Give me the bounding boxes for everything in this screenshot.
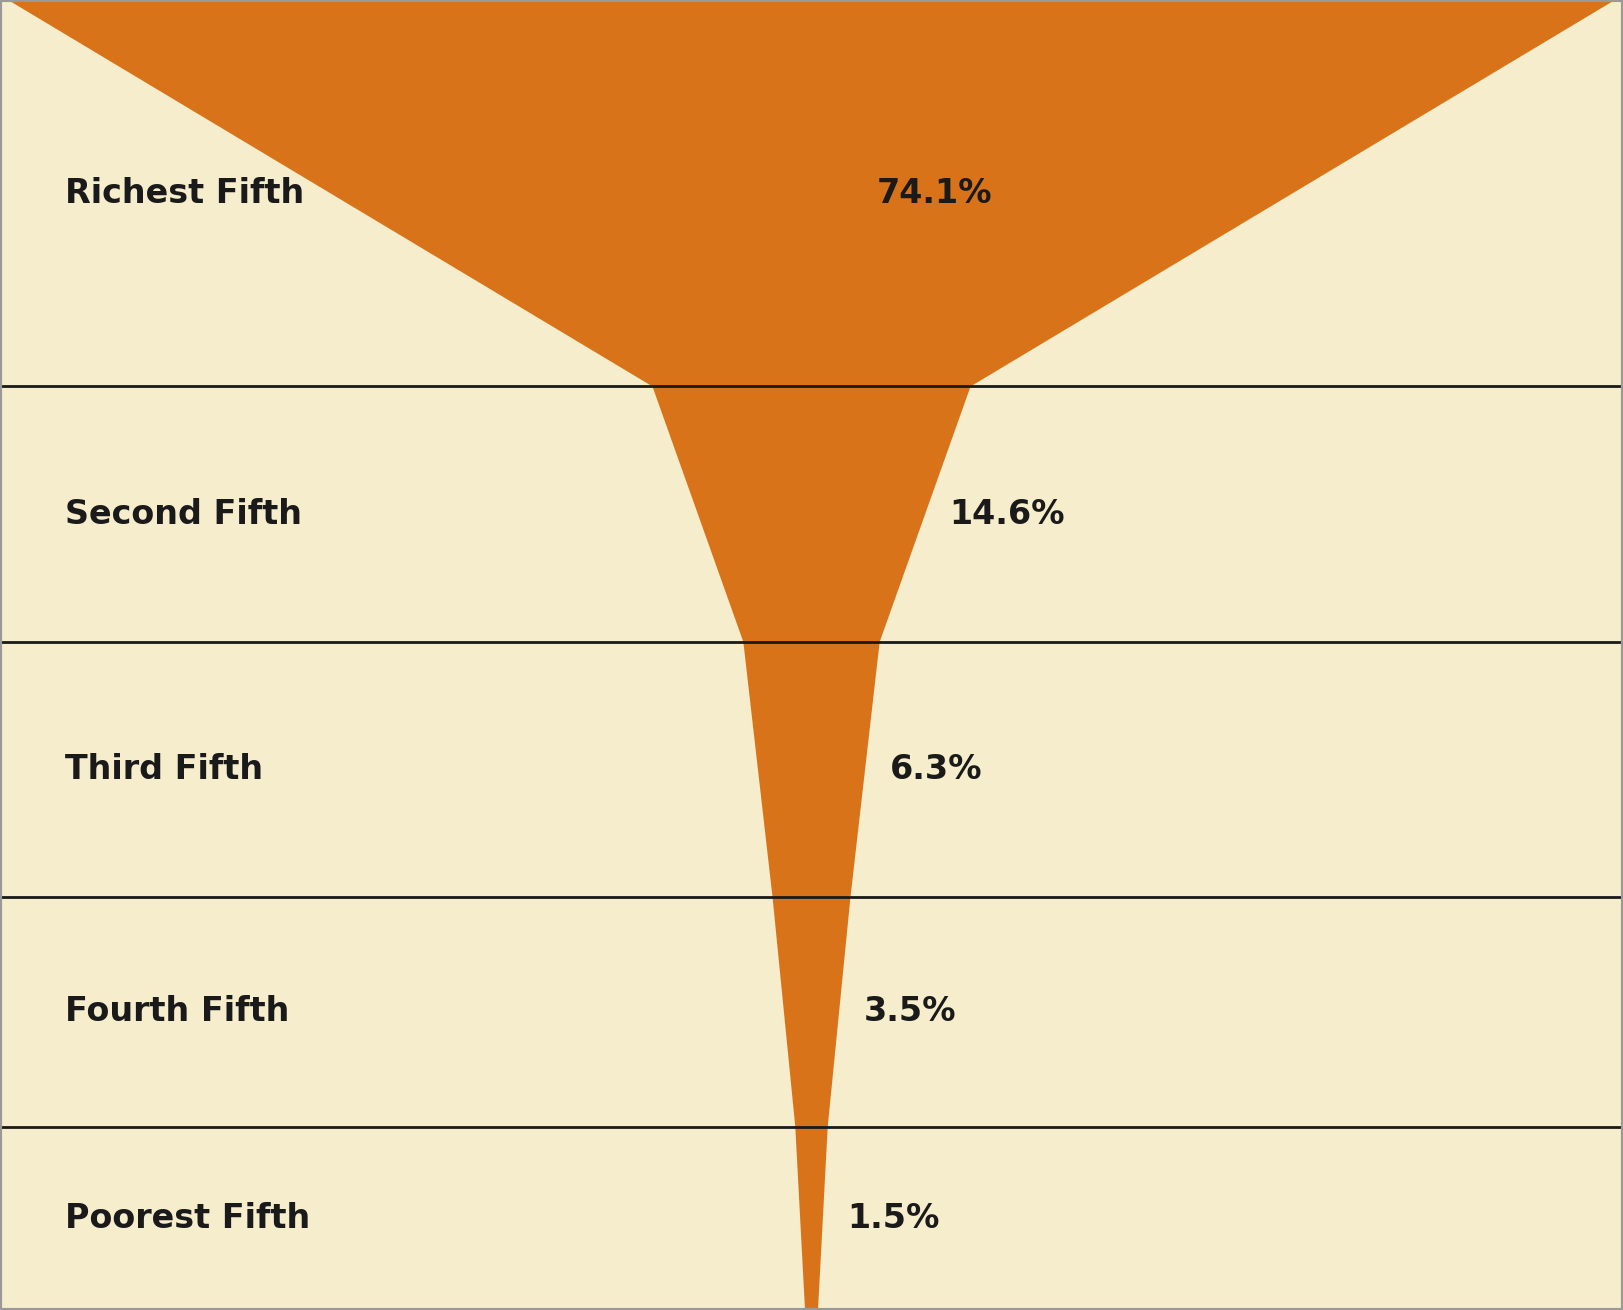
Text: Third Fifth: Third Fifth [65, 753, 263, 786]
Text: Second Fifth: Second Fifth [65, 498, 302, 531]
Text: 74.1%: 74.1% [876, 177, 992, 210]
Text: Fourth Fifth: Fourth Fifth [65, 996, 289, 1028]
Polygon shape [8, 0, 1615, 1310]
Text: Poorest Fifth: Poorest Fifth [65, 1201, 310, 1235]
Text: 14.6%: 14.6% [949, 498, 1065, 531]
Text: 1.5%: 1.5% [847, 1201, 940, 1235]
Text: 3.5%: 3.5% [863, 996, 956, 1028]
Text: 6.3%: 6.3% [889, 753, 982, 786]
Text: Richest Fifth: Richest Fifth [65, 177, 304, 210]
